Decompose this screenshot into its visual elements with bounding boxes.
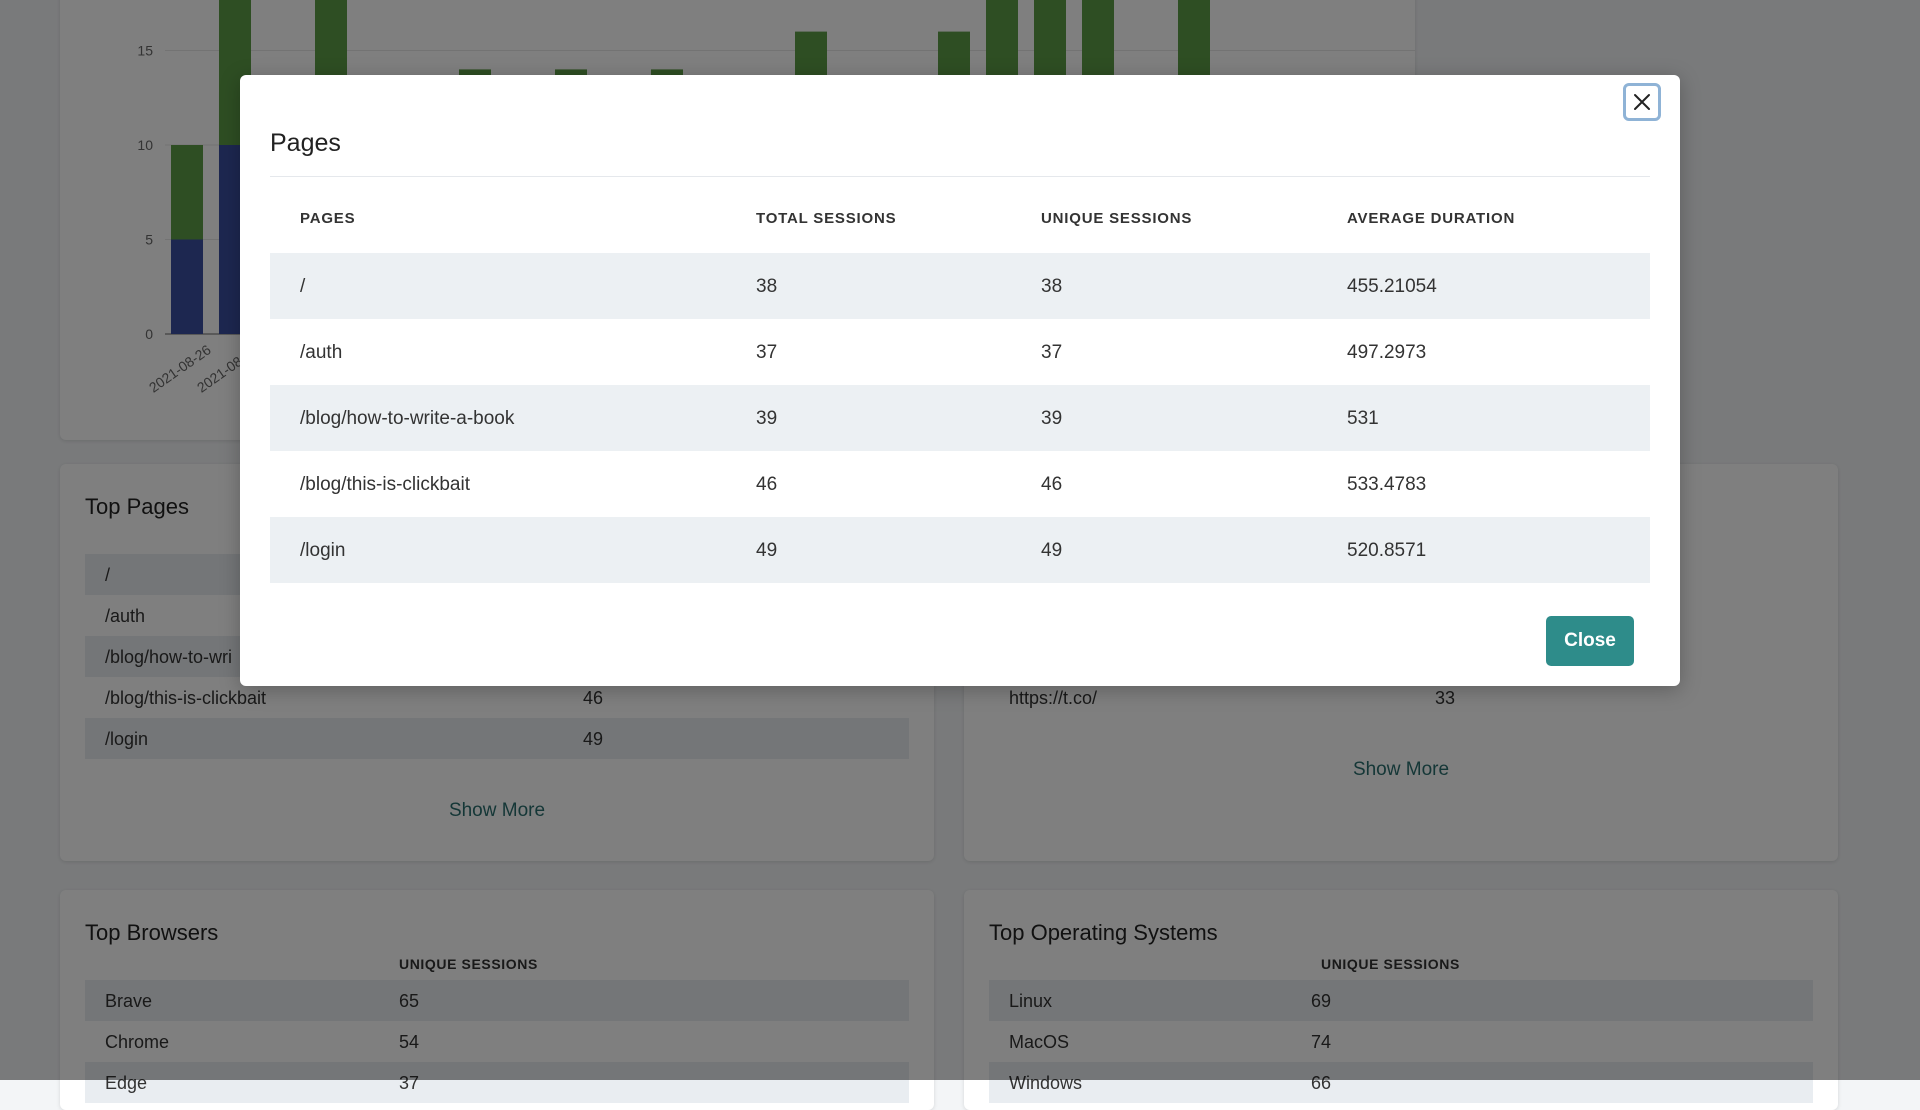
column-header-average-duration: AVERAGE DURATION <box>1347 210 1516 227</box>
table-header: PAGES TOTAL SESSIONS UNIQUE SESSIONS AVE… <box>270 210 1650 250</box>
total-sessions-cell: 49 <box>756 540 778 561</box>
unique-sessions-cell: 46 <box>1041 474 1063 495</box>
column-header-unique-sessions: UNIQUE SESSIONS <box>1041 210 1193 227</box>
table-row[interactable]: /auth 37 37 497.2973 <box>270 319 1650 385</box>
page-cell: / <box>300 276 306 297</box>
close-button[interactable]: Close <box>1546 616 1634 666</box>
unique-sessions-cell: 37 <box>1041 342 1063 363</box>
average-duration-cell: 533.4783 <box>1347 474 1427 495</box>
total-sessions-cell: 38 <box>756 276 778 297</box>
unique-sessions-cell: 38 <box>1041 276 1063 297</box>
average-duration-cell: 497.2973 <box>1347 342 1427 363</box>
close-x-button[interactable] <box>1623 83 1661 121</box>
page-cell: /blog/this-is-clickbait <box>300 474 470 495</box>
total-sessions-cell: 37 <box>756 342 778 363</box>
average-duration-cell: 455.21054 <box>1347 276 1437 297</box>
column-header-total-sessions: TOTAL SESSIONS <box>756 210 897 227</box>
table-row[interactable]: /blog/how-to-write-a-book 39 39 531 <box>270 385 1650 451</box>
page-cell: /login <box>300 540 346 561</box>
total-sessions-cell: 39 <box>756 408 778 429</box>
table-row[interactable]: /blog/this-is-clickbait 46 46 533.4783 <box>270 451 1650 517</box>
page-cell: /auth <box>300 342 343 363</box>
table-row[interactable]: /login 49 49 520.8571 <box>270 517 1650 583</box>
unique-sessions-cell: 49 <box>1041 540 1063 561</box>
total-sessions-cell: 46 <box>756 474 778 495</box>
average-duration-cell: 520.8571 <box>1347 540 1427 561</box>
unique-sessions-cell: 39 <box>1041 408 1063 429</box>
column-header-pages: PAGES <box>300 210 356 227</box>
pages-modal: Pages PAGES TOTAL SESSIONS UNIQUE SESSIO… <box>240 75 1680 686</box>
modal-title: Pages <box>270 129 341 157</box>
table-row[interactable]: / 38 38 455.21054 <box>270 253 1650 319</box>
page-cell: /blog/how-to-write-a-book <box>300 408 515 429</box>
average-duration-cell: 531 <box>1347 408 1379 429</box>
divider <box>270 176 1650 177</box>
close-icon <box>1634 94 1650 110</box>
